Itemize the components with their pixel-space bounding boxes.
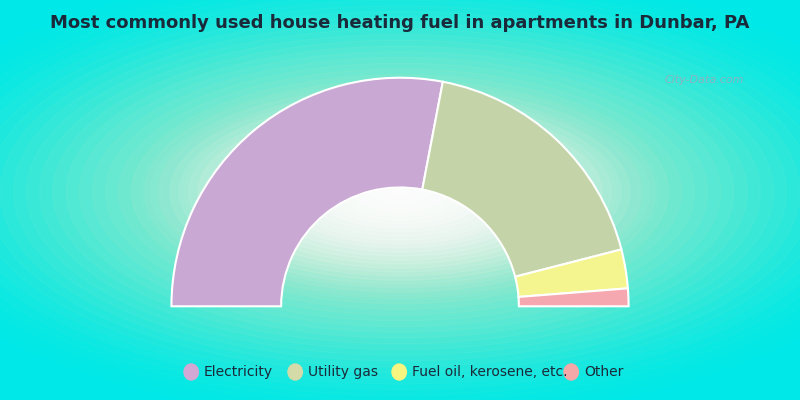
Ellipse shape — [315, 155, 485, 229]
Ellipse shape — [342, 168, 458, 216]
Ellipse shape — [237, 120, 563, 264]
Ellipse shape — [263, 132, 537, 252]
Ellipse shape — [106, 63, 694, 321]
Ellipse shape — [79, 52, 721, 332]
Ellipse shape — [381, 184, 419, 200]
Ellipse shape — [198, 108, 602, 276]
Wedge shape — [515, 250, 628, 297]
Ellipse shape — [145, 80, 655, 304]
Text: Utility gas: Utility gas — [308, 365, 378, 379]
Ellipse shape — [355, 172, 445, 212]
Ellipse shape — [184, 98, 616, 286]
Ellipse shape — [171, 92, 629, 292]
Text: Electricity: Electricity — [204, 365, 273, 379]
Ellipse shape — [14, 23, 786, 361]
Ellipse shape — [276, 138, 524, 246]
Ellipse shape — [290, 144, 510, 240]
Ellipse shape — [333, 164, 467, 220]
Ellipse shape — [266, 136, 534, 248]
Ellipse shape — [368, 178, 432, 206]
Ellipse shape — [329, 161, 471, 223]
Ellipse shape — [223, 115, 577, 269]
Ellipse shape — [371, 180, 429, 204]
Ellipse shape — [1, 17, 799, 367]
Wedge shape — [422, 82, 622, 277]
Ellipse shape — [275, 140, 525, 244]
Ellipse shape — [210, 109, 590, 275]
Ellipse shape — [118, 69, 682, 315]
Ellipse shape — [362, 176, 438, 208]
Ellipse shape — [250, 126, 550, 258]
Wedge shape — [518, 288, 629, 306]
Ellipse shape — [342, 166, 458, 218]
Ellipse shape — [256, 132, 544, 252]
Ellipse shape — [170, 96, 630, 288]
Ellipse shape — [288, 364, 302, 380]
Ellipse shape — [40, 34, 760, 350]
Wedge shape — [171, 78, 443, 306]
Text: City-Data.com: City-Data.com — [664, 75, 744, 85]
Text: Other: Other — [584, 365, 623, 379]
Text: Fuel oil, kerosene, etc.: Fuel oil, kerosene, etc. — [412, 365, 567, 379]
Ellipse shape — [184, 364, 198, 380]
Ellipse shape — [227, 120, 573, 264]
Ellipse shape — [198, 103, 602, 281]
Ellipse shape — [392, 364, 406, 380]
Text: Most commonly used house heating fuel in apartments in Dunbar, PA: Most commonly used house heating fuel in… — [50, 14, 750, 32]
Ellipse shape — [323, 160, 477, 224]
Ellipse shape — [352, 172, 448, 212]
Ellipse shape — [237, 124, 563, 260]
Ellipse shape — [26, 29, 774, 355]
Ellipse shape — [246, 128, 554, 256]
Ellipse shape — [218, 116, 582, 268]
Ellipse shape — [302, 149, 498, 235]
Ellipse shape — [66, 46, 734, 338]
Ellipse shape — [304, 152, 496, 232]
Ellipse shape — [53, 40, 747, 344]
Ellipse shape — [132, 75, 668, 309]
Ellipse shape — [179, 100, 621, 284]
Ellipse shape — [294, 148, 506, 236]
Ellipse shape — [285, 144, 515, 240]
Ellipse shape — [208, 112, 592, 272]
Ellipse shape — [564, 364, 578, 380]
Ellipse shape — [92, 57, 708, 327]
Ellipse shape — [314, 156, 486, 228]
Ellipse shape — [189, 104, 611, 280]
Ellipse shape — [158, 86, 642, 298]
Ellipse shape — [390, 188, 410, 196]
